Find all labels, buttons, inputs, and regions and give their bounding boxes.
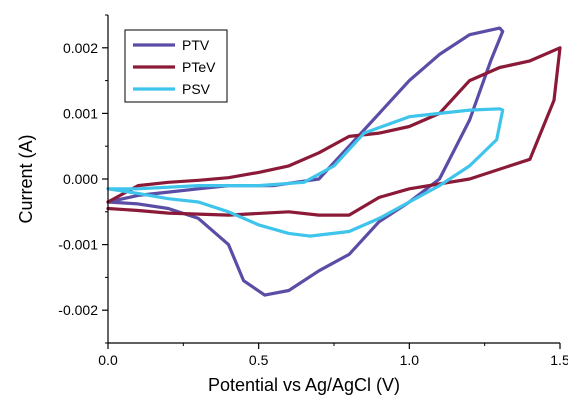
y-tick-label: 0.002 <box>63 40 98 56</box>
legend-label: PTV <box>182 37 210 53</box>
y-tick-label: -0.002 <box>58 302 98 318</box>
y-tick-label: -0.001 <box>58 237 98 253</box>
x-axis-title: Potential vs Ag/AgCl (V) <box>208 375 400 395</box>
y-tick-label: 0.001 <box>63 105 98 121</box>
legend-label: PTeV <box>182 59 216 75</box>
legend-label: PSV <box>182 81 211 97</box>
plot-area <box>106 26 562 297</box>
x-tick-label: 1.0 <box>400 352 420 368</box>
x-tick-label: 1.5 <box>550 352 568 368</box>
legend: PTV PTeV PSV <box>124 29 228 103</box>
x-tick-label: 0.5 <box>249 352 269 368</box>
series-line-ptev <box>106 46 562 217</box>
series-line-psv <box>106 107 505 238</box>
y-tick-label: 0.000 <box>63 171 98 187</box>
y-axis-title: Current (A) <box>16 134 36 223</box>
x-tick-label: 0.0 <box>98 352 118 368</box>
axes: 0.002 0.001 0.000 -0.001 -0.002 0.0 0.5 1.0 1.5 <box>58 14 568 368</box>
